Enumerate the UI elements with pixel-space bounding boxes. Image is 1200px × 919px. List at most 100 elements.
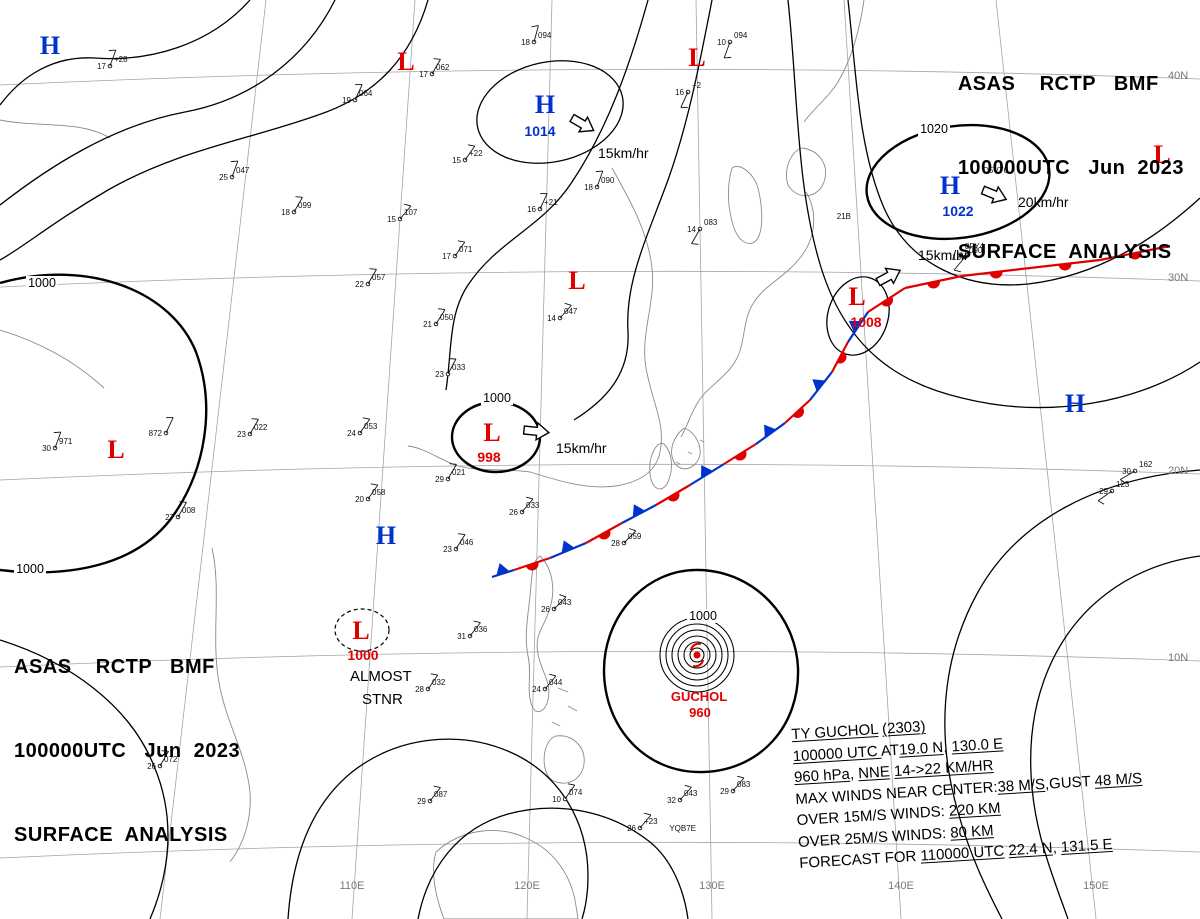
warm-front-semicircle: [734, 450, 747, 461]
pressure-system-h: H: [40, 31, 60, 60]
movement-arrow-icon: [875, 267, 902, 287]
typhoon-isobar-ring: [671, 629, 723, 681]
cold-front-triangle: [764, 424, 777, 438]
coastline-luzon: [525, 555, 554, 713]
wind-barb: [109, 49, 117, 67]
coastline-japan: [680, 191, 815, 438]
wind-barb: [680, 91, 689, 108]
isobar-1000-left: [0, 273, 208, 574]
wind-barb-tick: [684, 784, 692, 788]
wind-barb: [431, 59, 441, 75]
station-value: 22: [355, 280, 364, 289]
typhoon-isobar-ring: [677, 635, 717, 675]
coastline-mindanao: [543, 735, 585, 784]
station-value: 19: [342, 96, 351, 105]
pressure-system-value: 1014: [524, 123, 555, 139]
station-value: 071: [459, 245, 473, 254]
station-value: 20: [355, 495, 364, 504]
pressure-system-h: H: [535, 90, 555, 119]
station-value: +23: [644, 817, 658, 826]
station-value: 29: [435, 475, 444, 484]
stationary-front: [491, 244, 1171, 579]
wind-barb: [159, 751, 169, 767]
station-value: 29: [720, 787, 729, 796]
typhoon-name: GUCHOL: [671, 689, 727, 704]
pressure-system-l: L: [352, 616, 369, 645]
pressure-system-l: L: [397, 47, 414, 76]
latitude-label: 30N: [1168, 272, 1188, 284]
wind-barb-tick: [526, 496, 534, 500]
annotation-label: ALMOST: [350, 668, 412, 685]
station-value: 032: [432, 678, 446, 687]
isobar-label-bg: [918, 122, 950, 136]
wind-barb-tick: [369, 268, 377, 270]
station-value: YQB7E: [669, 824, 696, 833]
station-value: 26: [509, 508, 518, 517]
title-block-top-right: ASAS RCTP BMF 100000UTC Jun 2023 SURFACE…: [958, 14, 1184, 322]
wind-barb: [559, 305, 572, 319]
station-value: 094: [538, 31, 552, 40]
isobar-label: 1000: [689, 609, 717, 623]
wind-barb: [367, 484, 379, 500]
wind-barb: [464, 145, 476, 161]
station-value: 059: [628, 532, 642, 541]
wind-barb: [723, 41, 731, 59]
station-value: 28: [611, 539, 620, 548]
wind-barb: [429, 787, 441, 802]
wind-barb-tick: [295, 196, 303, 198]
station-value: 16: [527, 205, 536, 214]
wind-barb-tick: [595, 170, 603, 173]
wind-barb-tick: [179, 501, 187, 503]
station-value: 971: [59, 437, 73, 446]
title-line: SURFACE ANALYSIS: [957, 241, 1172, 263]
wind-barb-tick: [1097, 500, 1105, 505]
warm-front-semicircle: [989, 271, 1003, 279]
wind-barb-tick: [161, 750, 169, 752]
coastline-china: [529, 167, 662, 488]
station-value: 033: [526, 501, 540, 510]
station-value: 050: [440, 313, 454, 322]
wind-barb-tick: [549, 673, 557, 677]
warm-front-semicircle: [1058, 263, 1072, 271]
isobar-label-bg: [687, 609, 719, 623]
station-value: 083: [704, 218, 718, 227]
wind-barb: [679, 787, 692, 801]
pressure-system-l: L: [568, 266, 585, 295]
station-value: 044: [549, 678, 563, 687]
movement-arrow-icon: [522, 421, 551, 442]
wind-barb-tick: [457, 240, 465, 243]
pressure-system-h: H: [940, 171, 960, 200]
coastline-borneo: [433, 830, 579, 919]
station-value: 8FY4: [965, 242, 985, 251]
wind-barb: [231, 160, 239, 178]
title-line: 100000UTC Jun 2023: [14, 740, 241, 762]
station-value: 14: [547, 314, 556, 323]
wind-barb: [359, 418, 371, 434]
station-value: +22: [469, 149, 483, 158]
movement-arrow-icon: [569, 113, 595, 133]
typhoon-isobar-ring: [665, 623, 729, 687]
isobar-1000-typhoon: [602, 568, 800, 774]
station-value: 30: [1122, 467, 1131, 476]
wind-barb-tick: [953, 269, 961, 273]
movement-arrow-icon: [980, 185, 1008, 204]
pressure-system-value: 1008: [850, 314, 881, 330]
longitude-label: 120E: [514, 880, 540, 892]
station-value: 107: [404, 208, 418, 217]
station-value: 23: [443, 545, 452, 554]
coastline-vietnam: [211, 547, 251, 863]
longitude-label: 150E: [1083, 880, 1109, 892]
station-value: 14: [687, 225, 696, 234]
station-value: 17: [97, 62, 106, 71]
movement-speed-label: 15km/hr: [556, 440, 607, 456]
longitude-label: 130E: [699, 880, 725, 892]
station-value: 18: [521, 38, 530, 47]
wind-barb-tick: [567, 783, 575, 786]
pressure-system-l: L: [848, 282, 865, 311]
movement-speed-label: 15km/hr: [918, 247, 969, 263]
station-value: 053: [364, 422, 378, 431]
wind-barb-tick: [737, 775, 745, 779]
station-value: 23: [237, 430, 246, 439]
